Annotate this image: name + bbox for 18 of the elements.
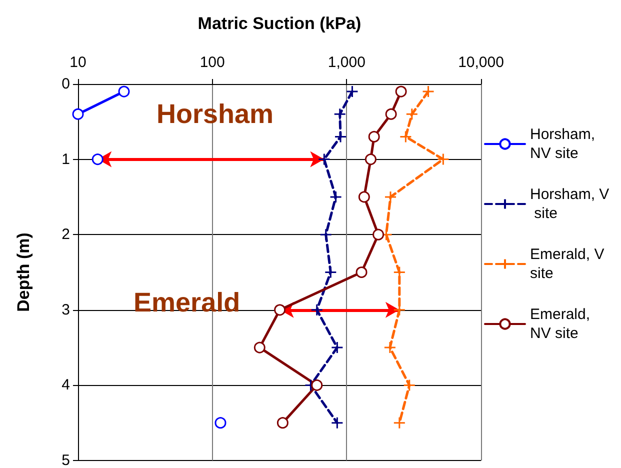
x-axis-title: Matric Suction (kPa) [198,14,362,33]
legend-label: Emerald, V site [530,246,608,282]
y-axis-title: Depth (m) [14,232,33,312]
y-tick-label: 4 [62,376,70,394]
x-tick-label: 10 [70,54,86,71]
x-tick-label: 1,000 [328,54,366,71]
y-tick-label: 3 [62,301,70,318]
legend-label: Emerald, NV site [530,306,594,342]
y-tick-label: 1 [62,150,70,168]
x-tick-label: 10,000 [458,54,504,71]
y-tick-label: 2 [62,226,70,244]
x-tick-label: 100 [200,54,225,71]
y-tick-label: 0 [62,76,70,92]
legend-label: Horsham, V site [530,186,610,222]
legend-label: Horsham, NV site [530,126,600,162]
annotation: Horsham [156,99,274,130]
y-tick-label: 5 [62,452,70,468]
annotation: Emerald [134,288,240,318]
